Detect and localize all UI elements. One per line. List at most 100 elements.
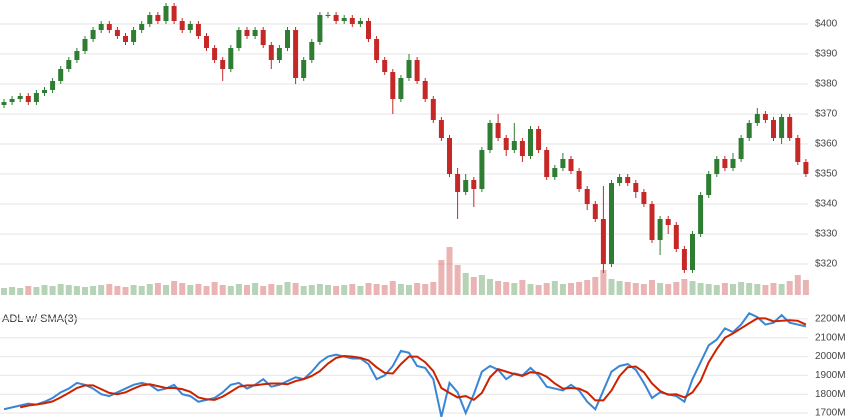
candle-body <box>204 36 209 48</box>
volume-bar <box>730 284 736 295</box>
y-tick-label: $320 <box>815 259 838 270</box>
volume-bar <box>592 277 599 295</box>
volume-bar <box>203 286 210 295</box>
candle-body <box>803 162 809 174</box>
candle-body <box>528 129 533 156</box>
volume-bar <box>673 282 680 295</box>
candle-body <box>536 129 542 150</box>
volume-bar <box>632 283 639 295</box>
candle-body <box>600 219 606 264</box>
volume-bar <box>478 275 485 295</box>
volume-bar <box>584 280 591 295</box>
volume-bar <box>308 285 315 295</box>
volume-bar <box>738 282 745 295</box>
y-tick-label: 2000M <box>815 351 846 362</box>
volume-bar <box>535 285 542 295</box>
volume-bar <box>235 284 242 295</box>
volume-bar <box>721 283 728 295</box>
candle-body <box>584 189 590 204</box>
candle-body <box>552 168 558 177</box>
candle-body <box>293 30 299 78</box>
y-tick-label: 2100M <box>815 332 846 343</box>
candle-body <box>592 204 598 219</box>
candle-body <box>430 99 436 120</box>
volume-bar <box>576 282 583 295</box>
candle-body <box>406 60 412 78</box>
volume-bar <box>778 284 785 295</box>
adl-line <box>3 312 807 418</box>
adl-line <box>19 317 807 409</box>
volume-bar <box>163 285 169 295</box>
volume-bar <box>146 284 153 295</box>
volume-bar <box>325 285 331 295</box>
candle-body <box>33 93 39 102</box>
volume-bar <box>551 281 558 295</box>
volume-bar <box>260 286 267 295</box>
volume-bar <box>705 284 712 295</box>
candle-body <box>544 150 550 177</box>
volume-bar <box>568 283 574 295</box>
volume-bar <box>252 283 259 295</box>
volume-bar <box>98 285 105 295</box>
candle-body <box>617 177 623 183</box>
volume-bar <box>171 281 178 295</box>
candle-body <box>325 15 331 16</box>
y-tick-label: $400 <box>815 19 838 30</box>
volume-bar <box>244 285 250 295</box>
candle-body <box>228 48 234 69</box>
y-tick-label: $360 <box>815 139 838 150</box>
candle-body <box>722 159 728 168</box>
volume-bar <box>640 284 647 295</box>
volume-bar <box>357 286 364 295</box>
volume-bar <box>292 283 299 295</box>
candle-body <box>738 138 744 159</box>
candle-body <box>779 117 785 138</box>
candle-body <box>74 51 80 60</box>
volume-bar <box>341 285 348 295</box>
volume-bar <box>122 287 129 295</box>
volume-bar <box>373 284 380 295</box>
volume-bar <box>90 286 97 295</box>
volume-bar <box>349 284 356 295</box>
volume-bar <box>559 284 566 295</box>
candle-body <box>349 18 355 24</box>
candle-body <box>236 30 242 48</box>
candle-body <box>795 138 801 162</box>
volume-bar <box>333 286 340 295</box>
y-tick-label: $330 <box>815 229 838 240</box>
candle-body <box>244 30 250 36</box>
volume-bar <box>17 288 24 295</box>
volume-bar <box>82 287 88 295</box>
volume-bar <box>527 284 534 295</box>
candle-body <box>17 96 23 99</box>
candle-body <box>787 117 793 138</box>
volume-bar <box>276 285 283 295</box>
candle-body <box>195 24 201 36</box>
volume-bar <box>195 284 202 295</box>
volume-bar <box>114 286 121 295</box>
candle-body <box>673 225 679 249</box>
candle-body <box>754 114 760 123</box>
candle-body <box>106 24 112 30</box>
volume-bar <box>397 284 404 295</box>
volume-bar <box>33 287 40 295</box>
volume-bar <box>389 281 396 295</box>
candle-body <box>374 39 380 60</box>
candle-body <box>576 171 582 189</box>
volume-bar <box>219 285 226 295</box>
y-tick-label: $390 <box>815 49 838 60</box>
candle-body <box>511 141 517 150</box>
volume-bar <box>543 283 550 295</box>
volume-bar <box>106 284 113 295</box>
volume-bar <box>681 279 688 295</box>
candle-body <box>90 30 96 39</box>
candle-body <box>123 36 128 42</box>
candle-body <box>9 99 15 102</box>
volume-bar <box>600 270 607 295</box>
volume-bar <box>770 283 777 295</box>
volume-bar <box>187 285 194 295</box>
volume-bar <box>316 284 323 295</box>
candle-body <box>438 120 444 138</box>
volume-bar <box>138 286 145 295</box>
